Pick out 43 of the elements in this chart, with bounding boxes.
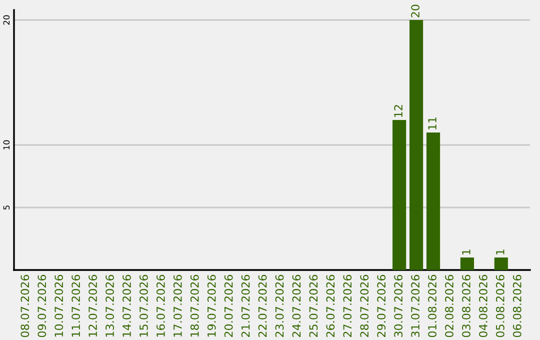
y-tick-label: 10 [3, 140, 10, 150]
x-tick-label: 28.07.2026 [360, 274, 369, 337]
x-tick-label: 24.07.2026 [292, 274, 301, 337]
bar [392, 120, 406, 270]
bar [494, 258, 508, 270]
x-tick-label: 22.07.2026 [258, 274, 267, 337]
data-label: 1 [496, 250, 504, 254]
x-tick-label: 21.07.2026 [241, 274, 250, 337]
x-tick-label: 16.07.2026 [156, 274, 165, 337]
x-tick-label: 20.07.2026 [224, 274, 233, 337]
x-tick-label: 27.07.2026 [343, 274, 352, 337]
data-label: 12 [394, 105, 402, 117]
x-tick-label: 06.08.2026 [512, 274, 522, 338]
x-tick-label: 30.07.2026 [394, 274, 403, 337]
x-tick-label: 05.08.2026 [496, 274, 504, 338]
y-tick-label: 5 [3, 206, 10, 210]
y-tick-label: 20 [3, 15, 10, 25]
data-label: 11 [428, 118, 436, 130]
data-label: 1 [462, 250, 470, 254]
x-tick-label: 29.07.2026 [377, 274, 386, 337]
x-tick-label: 08.07.2026 [20, 274, 30, 338]
x-tick-label: 02.08.2026 [445, 274, 454, 338]
x-tick-label: 25.07.2026 [309, 274, 318, 337]
x-tick-label: 19.07.2026 [207, 274, 216, 337]
x-tick-label: 23.07.2026 [275, 274, 284, 337]
x-tick-label: 04.08.2026 [478, 274, 488, 338]
x-tick-label: 12.07.2026 [88, 274, 97, 337]
x-tick-label: 10.07.2026 [54, 274, 64, 337]
x-tick-label: 17.07.2026 [173, 274, 182, 337]
x-tick-label: 26.07.2026 [326, 274, 335, 337]
x-tick-label: 11.07.2026 [72, 274, 80, 337]
x-tick-label: 13.07.2026 [106, 274, 114, 337]
x-tick-label: 18.07.2026 [190, 274, 199, 337]
x-tick-label: 31.07.2026 [411, 274, 420, 337]
bar [426, 132, 440, 270]
data-label: 20 [411, 4, 420, 18]
x-tick-label: 01.08.2026 [428, 274, 436, 338]
x-tick-label: 09.07.2026 [38, 274, 46, 338]
x-tick-label: 14.07.2026 [122, 274, 131, 337]
bar [460, 258, 474, 270]
bar [409, 20, 424, 270]
x-tick-label: 03.08.2026 [462, 274, 470, 338]
x-tick-label: 15.07.2026 [140, 274, 148, 337]
